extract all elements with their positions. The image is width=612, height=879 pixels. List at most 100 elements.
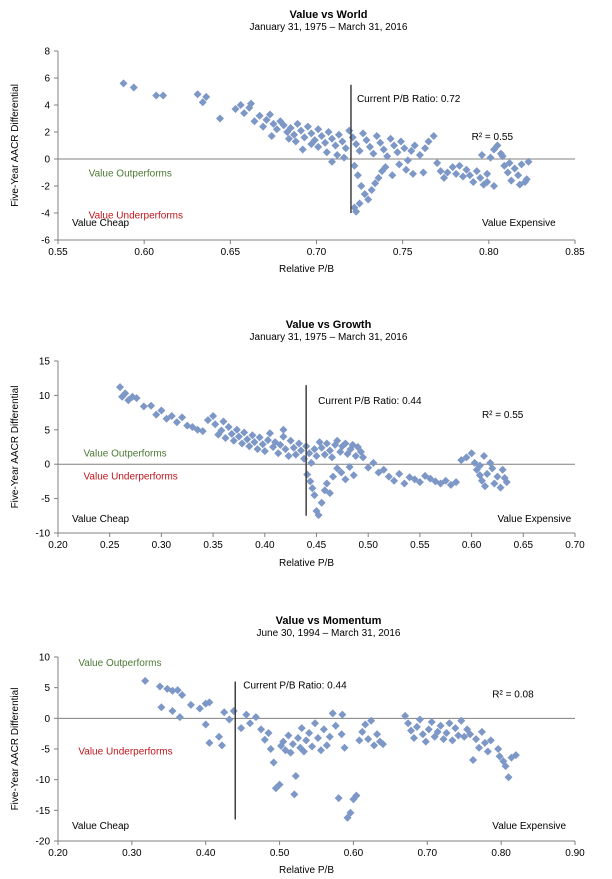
data-point bbox=[202, 92, 211, 101]
data-point bbox=[205, 698, 214, 707]
chart-title: Value vs Momentum bbox=[276, 615, 382, 627]
data-point bbox=[364, 463, 373, 472]
x-tick-label: 0.60 bbox=[134, 247, 154, 258]
data-point bbox=[338, 137, 347, 146]
x-axis-label: Relative P/B bbox=[279, 558, 334, 569]
data-point bbox=[300, 133, 309, 142]
data-point bbox=[305, 449, 314, 458]
data-point bbox=[236, 101, 245, 109]
data-point bbox=[217, 426, 226, 435]
y-tick-label: 5 bbox=[44, 425, 50, 436]
data-point bbox=[415, 478, 424, 487]
data-point bbox=[355, 199, 364, 208]
data-point bbox=[307, 140, 316, 149]
data-point bbox=[452, 478, 461, 487]
x-tick-label: 0.55 bbox=[48, 247, 68, 258]
data-point bbox=[372, 132, 381, 141]
value-cheap-label: Value Cheap bbox=[72, 218, 130, 229]
data-point bbox=[279, 432, 288, 441]
data-point bbox=[172, 418, 181, 427]
data-point bbox=[493, 472, 502, 481]
y-tick-label: -20 bbox=[36, 837, 51, 848]
data-point bbox=[240, 109, 249, 118]
data-point bbox=[272, 125, 281, 134]
y-tick-label: -2 bbox=[41, 182, 50, 193]
value-expensive-label: Value Expensive bbox=[492, 821, 566, 832]
data-point bbox=[483, 177, 492, 186]
data-point bbox=[443, 168, 452, 177]
data-point bbox=[445, 719, 454, 728]
data-point bbox=[486, 736, 495, 745]
x-tick-label: 0.80 bbox=[491, 848, 511, 859]
data-point bbox=[355, 736, 364, 745]
data-point bbox=[415, 150, 424, 159]
r-squared-label: R² = 0.08 bbox=[492, 689, 534, 700]
data-point bbox=[325, 732, 334, 741]
x-tick-label: 0.65 bbox=[221, 247, 241, 258]
data-point bbox=[340, 743, 349, 752]
data-point bbox=[294, 733, 303, 742]
x-tick-label: 0.90 bbox=[565, 848, 585, 859]
data-point bbox=[321, 138, 330, 147]
data-point bbox=[493, 141, 502, 150]
y-tick-label: -10 bbox=[36, 775, 51, 786]
data-point bbox=[129, 83, 138, 92]
data-point bbox=[310, 491, 319, 500]
x-tick-label: 0.85 bbox=[565, 247, 585, 258]
data-point bbox=[322, 741, 331, 750]
value-expensive-label: Value Expensive bbox=[497, 514, 571, 525]
data-point bbox=[139, 402, 148, 411]
data-point bbox=[291, 771, 300, 780]
data-point bbox=[364, 735, 373, 744]
data-point bbox=[324, 128, 333, 136]
data-point bbox=[152, 91, 161, 100]
data-point bbox=[458, 172, 467, 181]
data-point bbox=[250, 438, 259, 447]
x-tick-label: 0.55 bbox=[410, 540, 430, 551]
data-point bbox=[361, 720, 370, 729]
x-tick-label: 0.45 bbox=[307, 540, 327, 551]
data-point bbox=[390, 141, 399, 150]
data-point bbox=[132, 394, 141, 403]
data-point bbox=[381, 163, 390, 172]
chart-title: Value vs World bbox=[289, 9, 367, 21]
data-point bbox=[369, 458, 378, 467]
data-point bbox=[296, 126, 305, 135]
data-point bbox=[440, 173, 449, 182]
data-point bbox=[511, 751, 520, 760]
data-point bbox=[364, 195, 373, 204]
data-point bbox=[480, 738, 489, 747]
data-point bbox=[308, 742, 317, 751]
data-point bbox=[205, 738, 214, 747]
r-squared-label: R² = 0.55 bbox=[482, 410, 524, 421]
y-tick-label: 10 bbox=[39, 653, 51, 664]
data-point bbox=[240, 428, 249, 437]
data-point bbox=[215, 732, 224, 741]
data-point bbox=[274, 449, 283, 458]
data-point bbox=[384, 472, 393, 481]
data-point bbox=[219, 417, 228, 426]
current-pb-label: Current P/B Ratio: 0.44 bbox=[243, 680, 347, 691]
data-point bbox=[340, 153, 349, 162]
data-point bbox=[442, 729, 451, 738]
data-point bbox=[116, 383, 125, 392]
chart-subtitle: January 31, 1975 – March 31, 2016 bbox=[250, 332, 408, 343]
data-point bbox=[462, 453, 471, 462]
data-point bbox=[307, 458, 316, 467]
data-point bbox=[386, 134, 395, 143]
data-point bbox=[305, 729, 314, 738]
data-point bbox=[522, 175, 531, 184]
data-point bbox=[457, 716, 466, 725]
data-point bbox=[173, 686, 182, 695]
data-point bbox=[231, 105, 240, 114]
data-point bbox=[452, 169, 461, 178]
y-axis-label: Five-Year AACR Differential bbox=[10, 386, 21, 509]
y-tick-label: 4 bbox=[44, 101, 50, 112]
data-point bbox=[351, 451, 360, 460]
x-tick-label: 0.20 bbox=[48, 540, 68, 551]
x-tick-label: 0.50 bbox=[270, 848, 290, 859]
data-point bbox=[316, 746, 325, 755]
data-point bbox=[251, 713, 260, 722]
data-point bbox=[352, 791, 361, 800]
data-point bbox=[322, 148, 331, 157]
